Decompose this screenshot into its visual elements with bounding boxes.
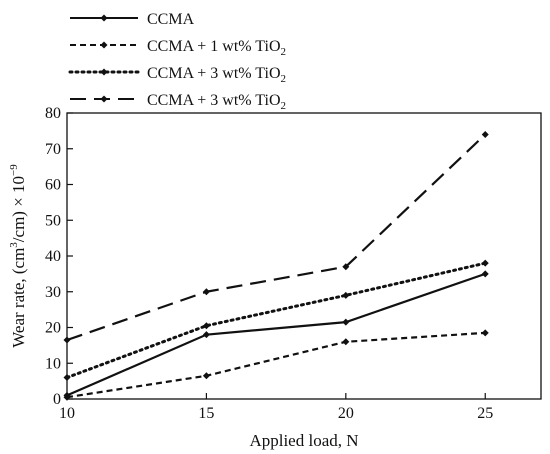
data-point bbox=[481, 259, 489, 267]
y-tick-label: 60 bbox=[45, 177, 61, 194]
legend-marker bbox=[100, 95, 108, 103]
legend-label: CCMA + 1 wt% TiO2 bbox=[147, 38, 286, 58]
data-point bbox=[481, 329, 489, 337]
legend-label-text: CCMA bbox=[147, 11, 195, 28]
legend-label-text: CCMA + 3 wt% TiO bbox=[147, 92, 281, 109]
y-axis: 0 10 20 30 40 50 60 70 80 bbox=[45, 105, 73, 408]
y-axis-label-sup: −9 bbox=[8, 164, 20, 176]
data-point bbox=[481, 130, 489, 138]
legend-marker bbox=[100, 41, 108, 49]
legend-label-subscript: 2 bbox=[281, 100, 287, 112]
plot-frame bbox=[66, 112, 542, 400]
series-3 bbox=[63, 259, 489, 382]
legend-marker bbox=[100, 68, 108, 76]
y-tick-label: 0 bbox=[53, 391, 61, 408]
legend-label-subscript: 2 bbox=[281, 73, 287, 85]
legend-label: CCMA bbox=[147, 11, 195, 28]
legend-label-text: CCMA + 3 wt% TiO bbox=[147, 65, 281, 82]
series-line bbox=[66, 331, 486, 399]
legend-item: CCMA + 1 wt% TiO2 bbox=[70, 38, 286, 58]
x-tick-label: 20 bbox=[338, 405, 354, 422]
legend-label-subscript: 2 bbox=[281, 46, 287, 58]
y-tick-label: 30 bbox=[45, 284, 61, 301]
legend-label: CCMA + 3 wt% TiO2 bbox=[147, 92, 286, 112]
y-axis-label-part: Wear rate, (cm bbox=[9, 248, 28, 348]
data-point bbox=[202, 372, 210, 380]
legend-label-text: CCMA + 1 wt% TiO bbox=[147, 38, 281, 55]
data-point bbox=[63, 336, 71, 344]
series-2 bbox=[63, 329, 489, 401]
data-point bbox=[342, 338, 350, 346]
series-line bbox=[66, 272, 486, 397]
data-point bbox=[202, 288, 210, 296]
data-point bbox=[63, 374, 71, 382]
legend-item: CCMA + 3 wt% TiO2 bbox=[68, 65, 286, 85]
series-1 bbox=[63, 270, 489, 399]
y-tick-label: 50 bbox=[45, 212, 61, 229]
series-4 bbox=[63, 130, 489, 344]
data-point bbox=[342, 291, 350, 299]
y-axis-label-part: /cm) × 10 bbox=[9, 176, 28, 242]
data-point bbox=[202, 322, 210, 330]
y-axis-label-sup: 3 bbox=[8, 242, 20, 248]
y-tick-label: 80 bbox=[45, 105, 61, 122]
data-point bbox=[481, 270, 489, 278]
legend-marker bbox=[100, 14, 108, 22]
legend-item: CCMA bbox=[70, 11, 195, 28]
x-axis-label: Applied load, N bbox=[249, 431, 358, 450]
data-point bbox=[63, 393, 71, 401]
x-axis: 10 15 20 25 bbox=[59, 393, 493, 422]
y-tick-label: 10 bbox=[45, 355, 61, 372]
x-tick-label: 10 bbox=[59, 405, 75, 422]
y-tick-label: 70 bbox=[45, 141, 61, 158]
data-point bbox=[342, 318, 350, 326]
data-point bbox=[342, 263, 350, 271]
legend-item: CCMA + 3 wt% TiO2 bbox=[70, 92, 286, 112]
series-line bbox=[65, 261, 487, 380]
legend-label: CCMA + 3 wt% TiO2 bbox=[147, 65, 286, 85]
y-tick-label: 40 bbox=[45, 248, 61, 265]
x-tick-label: 25 bbox=[477, 405, 493, 422]
plot-series bbox=[63, 130, 489, 401]
y-axis-label: Wear rate, (cm3/cm) × 10−9 bbox=[8, 164, 28, 348]
y-tick-label: 20 bbox=[45, 320, 61, 337]
data-point bbox=[202, 331, 210, 339]
series-line bbox=[66, 133, 486, 342]
x-tick-label: 15 bbox=[198, 405, 214, 422]
